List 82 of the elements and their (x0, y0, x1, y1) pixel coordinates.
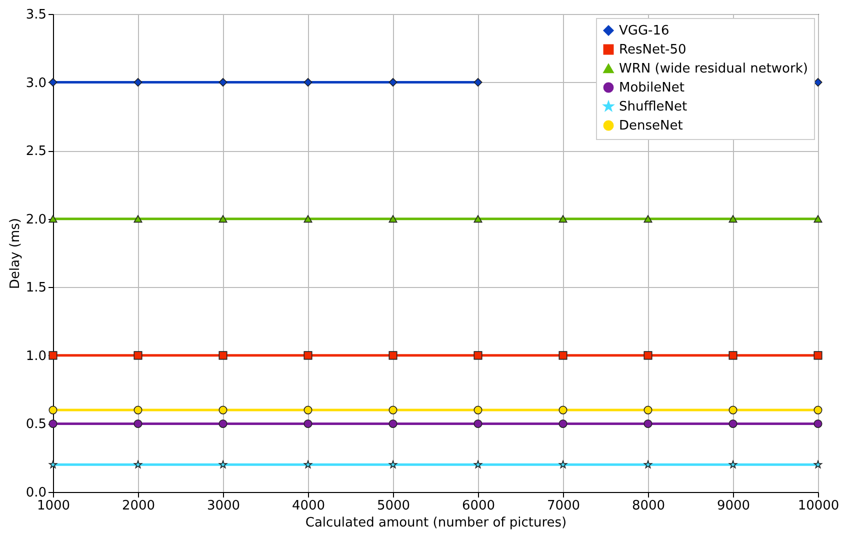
point (644, 419, 652, 428)
legend-label: VGG-16 (619, 24, 670, 38)
y-tick-label: 0.5 (26, 417, 46, 432)
point (728, 351, 738, 360)
point (48, 419, 58, 428)
x-tick-label: 4000 (292, 498, 326, 514)
point (304, 351, 312, 360)
point (134, 215, 142, 223)
legend-label: ResNet-50 (619, 42, 686, 58)
point (814, 460, 822, 468)
point (48, 215, 58, 223)
point (48, 460, 58, 468)
point (304, 460, 312, 468)
point (134, 419, 142, 428)
point (814, 215, 822, 223)
point (728, 215, 738, 223)
point (218, 419, 228, 428)
point (474, 215, 482, 223)
y-tick-label: 1.5 (26, 280, 46, 296)
point (388, 460, 398, 468)
point (474, 406, 482, 414)
x-tick-label: 1000 (36, 498, 70, 514)
x-tick-label: 2000 (122, 498, 156, 514)
x-tick-label: 9000 (716, 498, 750, 514)
x-tick-label: 10000 (798, 498, 840, 514)
point (134, 78, 142, 87)
point (134, 460, 142, 468)
legend-label: MobileNet (619, 80, 684, 96)
point (474, 419, 482, 428)
point (558, 406, 568, 414)
point (134, 351, 142, 360)
point (728, 419, 738, 428)
point (388, 215, 398, 223)
point (644, 351, 652, 360)
x-tick-label: 5000 (376, 498, 410, 514)
y-tick-label: 3.5 (26, 8, 46, 22)
point (728, 406, 738, 414)
point (218, 351, 228, 360)
x-tick-label: 3000 (206, 498, 240, 514)
point (304, 406, 312, 414)
y-axis-title: Delay (ms) (8, 218, 23, 289)
y-tick-label: 2.0 (26, 212, 46, 228)
point (814, 406, 822, 414)
point (388, 78, 398, 87)
x-axis-title: Calculated amount (number of pictures) (305, 516, 567, 530)
point (218, 460, 228, 468)
y-tick-label: 0.0 (26, 486, 46, 500)
x-tick-label: 7000 (546, 498, 580, 514)
y-tick-label: 3.0 (26, 76, 46, 91)
x-tick-label: 6000 (462, 498, 496, 514)
point (474, 460, 482, 468)
point (474, 351, 482, 360)
point (134, 406, 142, 414)
point (218, 78, 228, 87)
y-tick-label: 2.5 (26, 144, 46, 160)
point (304, 215, 312, 223)
point (304, 78, 312, 87)
point (48, 406, 58, 414)
x-tick-label: 8000 (632, 498, 666, 514)
point (558, 215, 568, 223)
point (814, 419, 822, 428)
point (644, 215, 652, 223)
point (304, 419, 312, 428)
point (388, 406, 398, 414)
point (558, 460, 568, 468)
point (48, 351, 58, 360)
y-tick-label: 1.0 (26, 348, 46, 364)
point (218, 406, 228, 414)
point (558, 351, 568, 360)
point (728, 460, 738, 468)
point (644, 460, 652, 468)
point (48, 78, 58, 87)
point (814, 351, 822, 360)
legend-label: DenseNet (619, 118, 683, 134)
point (388, 419, 398, 428)
point (474, 78, 482, 87)
point (388, 351, 398, 360)
point (558, 419, 568, 428)
point (218, 215, 228, 223)
legend-label: ShuffleNet (619, 100, 688, 114)
point (644, 406, 652, 414)
legend-label: WRN (wide residual network) (619, 62, 808, 76)
